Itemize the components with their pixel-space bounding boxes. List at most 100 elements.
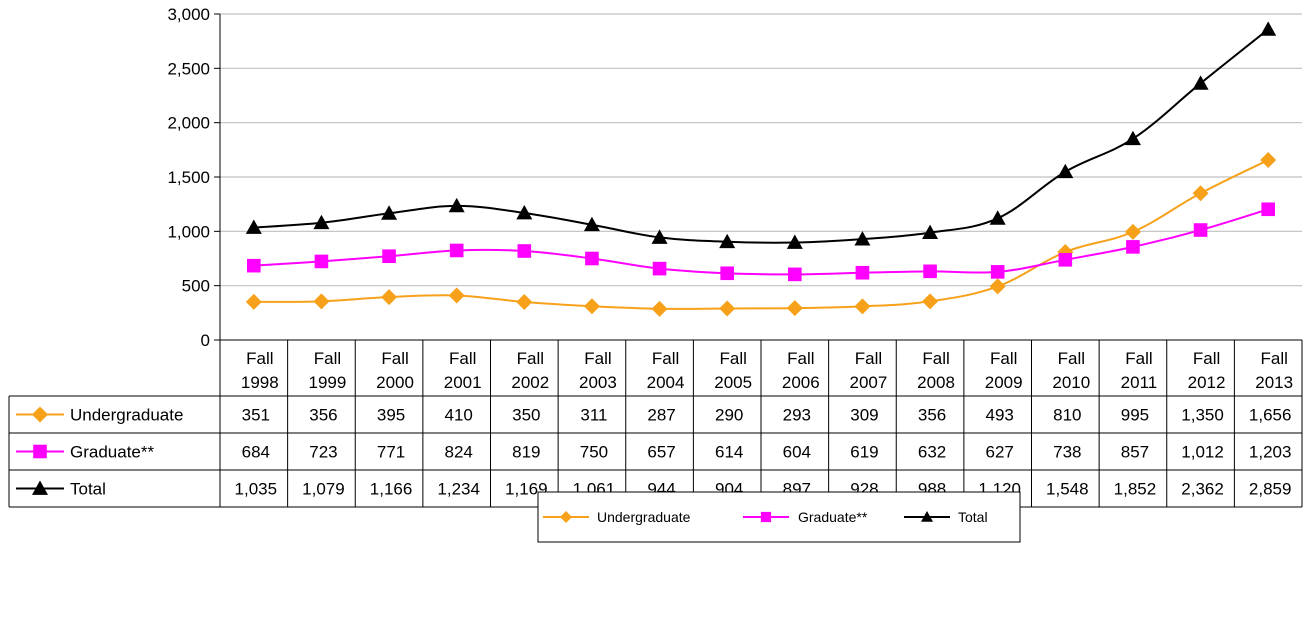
y-tick-label: 2,500 xyxy=(167,59,210,78)
x-tick-label: 2005 xyxy=(714,373,752,392)
square-marker xyxy=(585,251,599,266)
table-row-label: Graduate** xyxy=(70,443,154,462)
x-tick-label: 1998 xyxy=(241,373,279,392)
table-cell-value: 493 xyxy=(986,406,1014,425)
triangle-marker xyxy=(1192,75,1209,90)
series-lines xyxy=(245,21,1277,317)
table-cell-value: 309 xyxy=(850,406,878,425)
table-cell-value: 287 xyxy=(647,406,675,425)
triangle-marker xyxy=(921,511,933,522)
x-tick-label: 2007 xyxy=(850,373,888,392)
x-tick-label: Fall xyxy=(652,349,679,368)
table-cell-value: 293 xyxy=(783,406,811,425)
x-tick-label: 2012 xyxy=(1188,373,1226,392)
square-marker xyxy=(1193,223,1208,237)
table-legend-key xyxy=(16,444,64,459)
x-tick-label: Fall xyxy=(855,349,882,368)
square-marker xyxy=(990,265,1005,279)
data-table: Fall 1998 Fall 1999 Fall 2000 Fall 2001 Fall 2002… xyxy=(8,339,1303,508)
x-tick-label: 2006 xyxy=(782,373,820,392)
triangle-marker xyxy=(516,204,533,220)
square-marker xyxy=(449,243,464,258)
triangle-marker xyxy=(719,233,736,249)
table-cell-value: 819 xyxy=(512,443,540,462)
table-cell-value: 351 xyxy=(242,406,270,425)
table-cell-value: 2,859 xyxy=(1249,480,1292,499)
triangle-marker xyxy=(381,205,398,220)
y-tick-label: 500 xyxy=(182,277,210,296)
table-cell-value: 857 xyxy=(1121,443,1149,462)
gridlines xyxy=(220,13,1302,287)
table-cell-value: 356 xyxy=(918,406,946,425)
triangle-marker xyxy=(313,214,330,230)
series-line xyxy=(253,208,1269,276)
square-marker xyxy=(923,264,937,279)
table-cell-value: 350 xyxy=(512,406,540,425)
diamond-marker xyxy=(1057,243,1074,260)
table-cell-value: 771 xyxy=(377,443,405,462)
diamond-marker xyxy=(922,293,939,310)
table-cell-value: 1,852 xyxy=(1114,480,1157,499)
x-tick-label: 2008 xyxy=(917,373,955,392)
series-graduate xyxy=(247,202,1275,282)
x-tick-label: Fall xyxy=(314,349,341,368)
table-cell-value: 1,350 xyxy=(1181,406,1224,425)
diamond-marker xyxy=(989,278,1006,295)
table-cell-value: 810 xyxy=(1053,406,1081,425)
legend-label: Total xyxy=(958,509,988,525)
series-undergraduate xyxy=(245,152,1277,317)
square-marker xyxy=(33,444,47,459)
diamond-marker xyxy=(32,406,48,423)
x-tick-label: Fall xyxy=(246,349,273,368)
diamond-marker xyxy=(448,287,465,304)
y-tick-label: 0 xyxy=(201,331,210,350)
table-cell-value: 1,079 xyxy=(302,480,345,499)
legend: Undergraduate Graduate** Total xyxy=(537,491,1021,543)
diamond-marker xyxy=(313,293,330,310)
table-row-label: Total xyxy=(70,480,106,499)
table-cell-value: 1,169 xyxy=(505,480,548,499)
table-cell-value: 824 xyxy=(445,443,473,462)
table-row-label: Undergraduate xyxy=(70,406,183,425)
x-tick-label: 1999 xyxy=(309,373,347,392)
square-marker xyxy=(1261,202,1275,217)
x-tick-label: 2000 xyxy=(376,373,414,392)
series-total xyxy=(245,21,1277,249)
table-cell-value: 311 xyxy=(580,406,607,425)
diamond-marker xyxy=(583,298,600,315)
table-cell-value: 750 xyxy=(580,443,608,462)
triangle-marker xyxy=(583,216,600,232)
square-marker xyxy=(855,265,870,280)
series-line xyxy=(253,159,1269,310)
x-tick-label: 2001 xyxy=(444,373,482,392)
table-cell-value: 995 xyxy=(1121,406,1149,425)
table-cell-value: 684 xyxy=(242,443,270,462)
table-cell-value: 410 xyxy=(445,406,473,425)
square-marker xyxy=(382,249,396,264)
table-cell-value: 604 xyxy=(783,443,811,462)
triangle-marker xyxy=(922,224,939,240)
diamond-marker xyxy=(1124,223,1141,240)
square-marker xyxy=(247,258,261,273)
legend-item: Undergraduate xyxy=(543,509,691,525)
legend-label: Undergraduate xyxy=(597,509,691,525)
x-tick-label: Fall xyxy=(719,349,746,368)
table-cell-value: 2,362 xyxy=(1181,480,1224,499)
square-marker xyxy=(1058,253,1073,267)
x-tick-label: 2004 xyxy=(647,373,685,392)
square-marker xyxy=(760,511,772,523)
x-tick-label: 2013 xyxy=(1255,373,1293,392)
triangle-marker xyxy=(854,231,871,246)
triangle-marker xyxy=(1260,21,1277,36)
table-cell-value: 619 xyxy=(850,443,878,462)
square-marker xyxy=(1126,240,1140,254)
table-cell-value: 1,203 xyxy=(1249,443,1292,462)
triangle-marker xyxy=(786,234,803,249)
x-tick-label: 2003 xyxy=(579,373,617,392)
triangle-marker xyxy=(1057,163,1074,179)
diamond-marker xyxy=(719,300,736,317)
table-cell-value: 723 xyxy=(309,443,337,462)
table-cell-value: 1,234 xyxy=(437,480,480,499)
x-tick-label: Fall xyxy=(787,349,814,368)
x-tick-label: Fall xyxy=(517,349,544,368)
